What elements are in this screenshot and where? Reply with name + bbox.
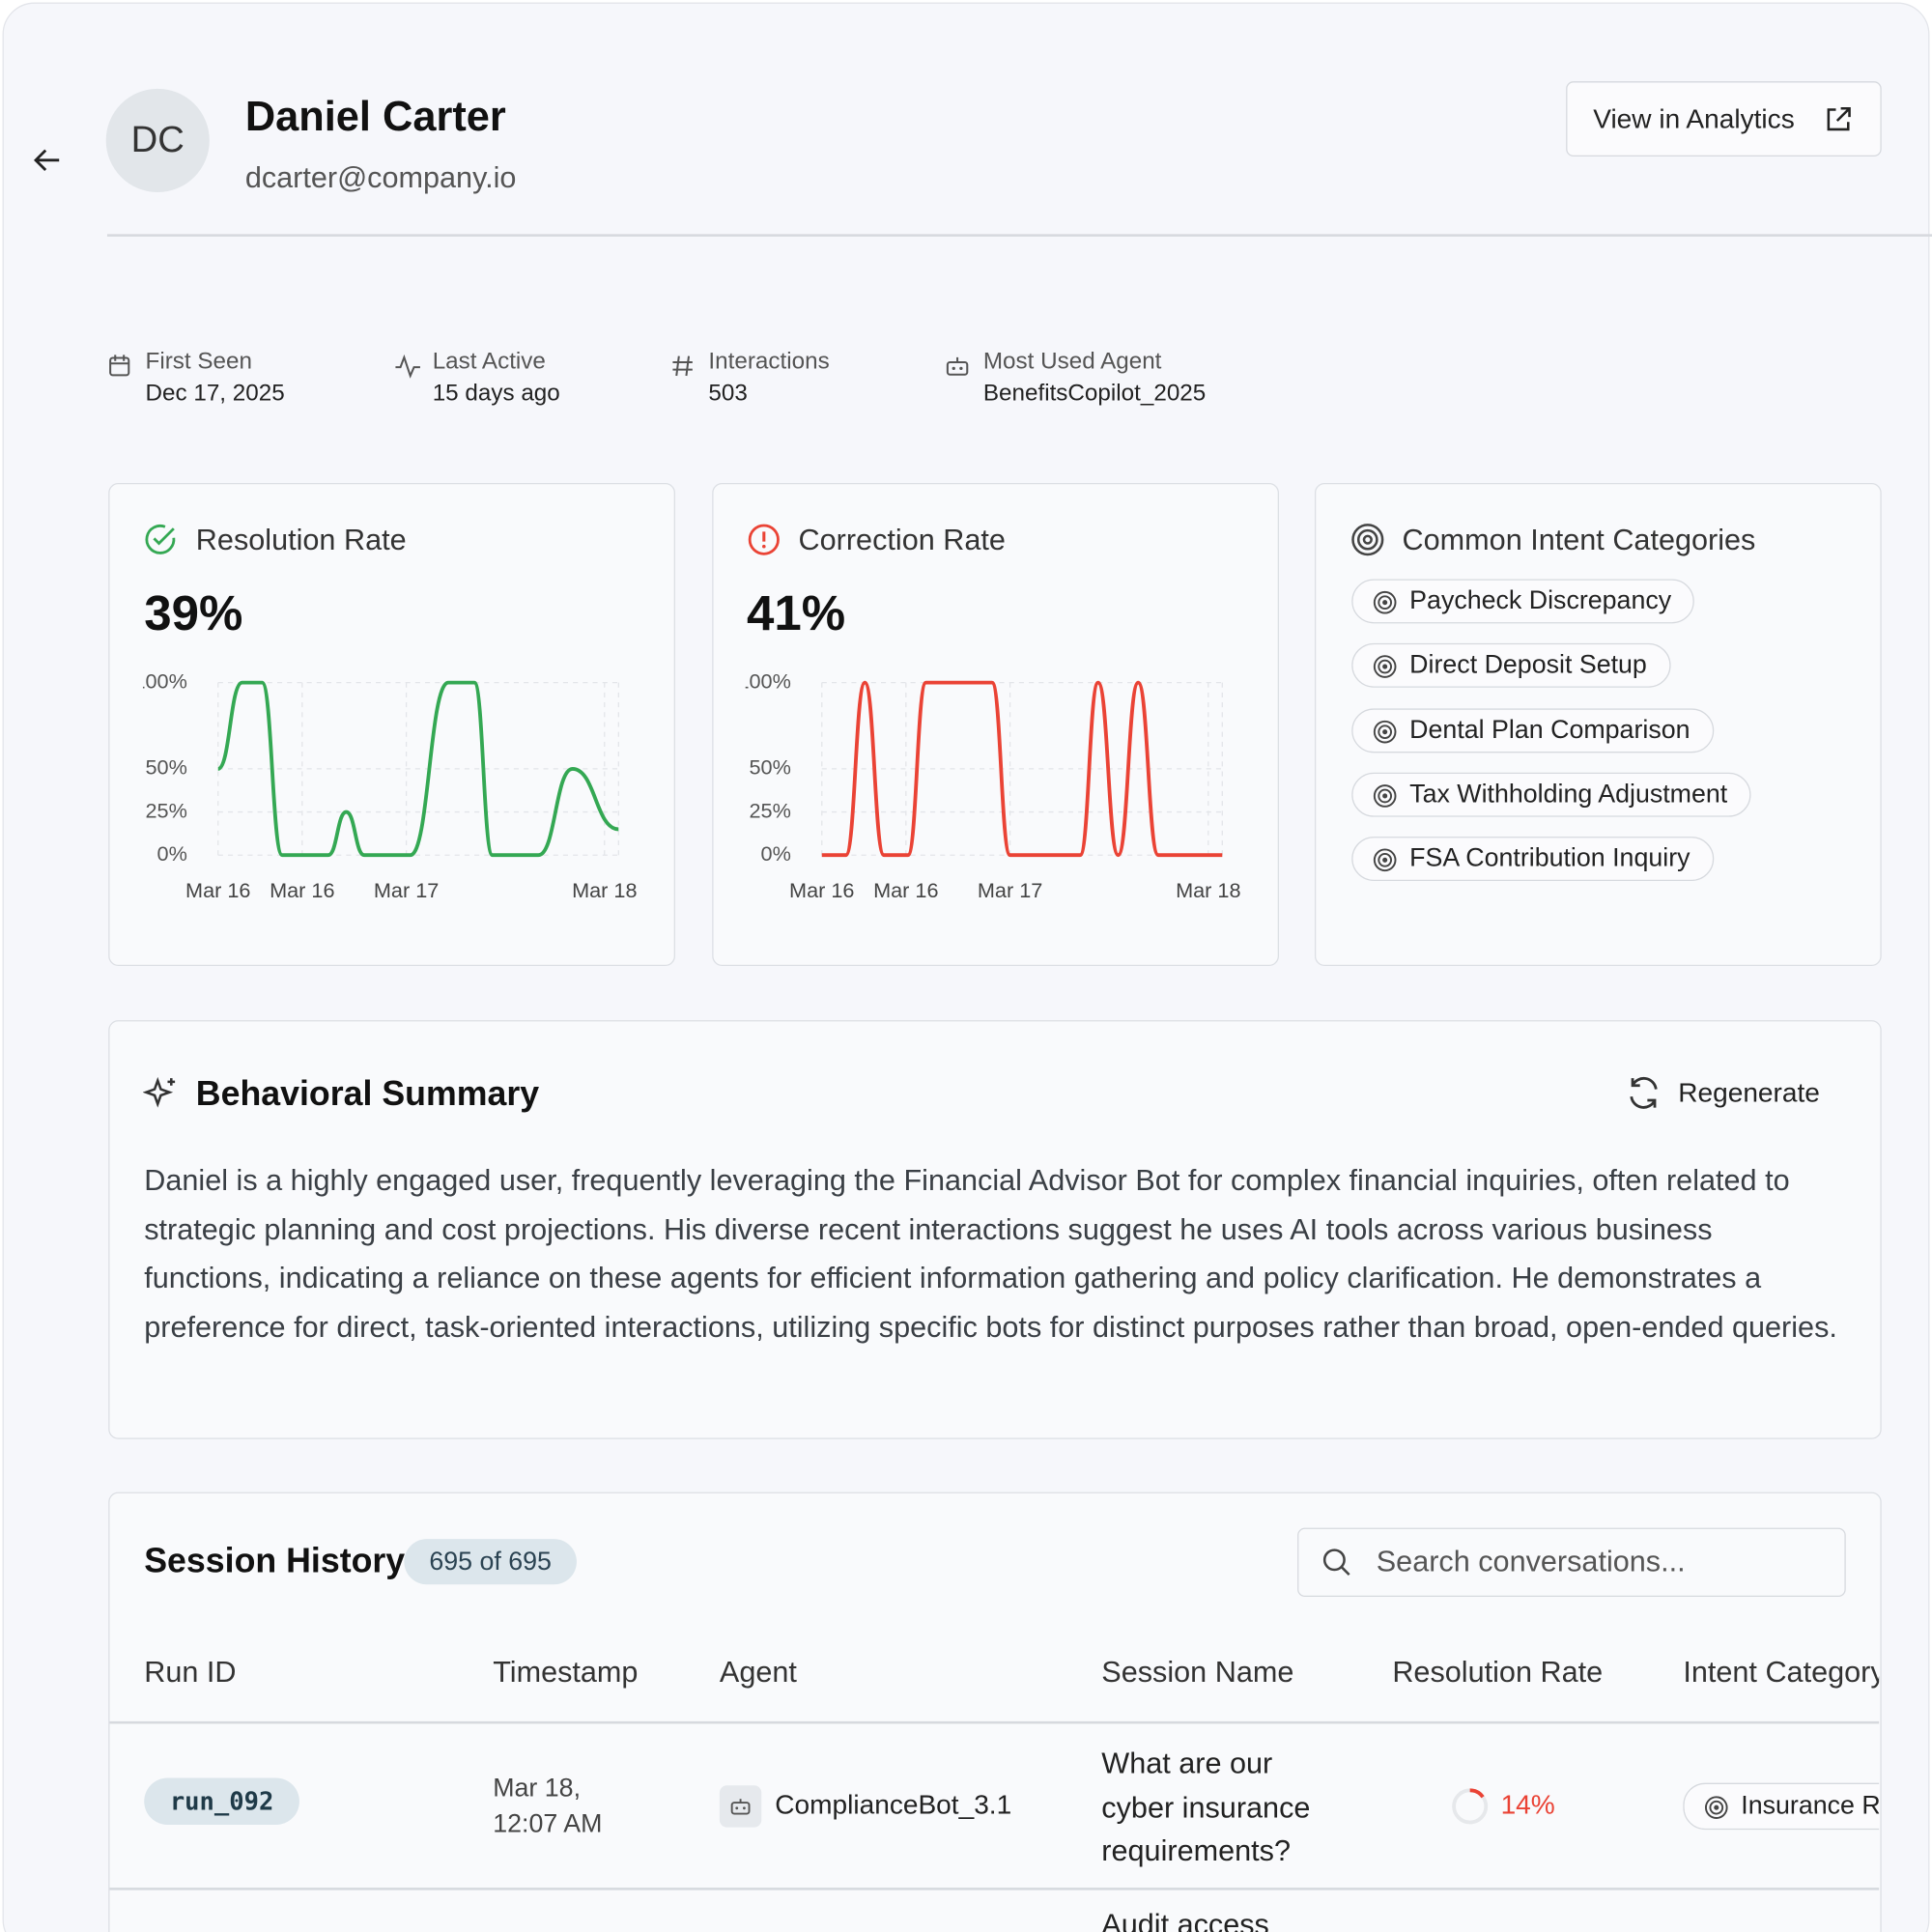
x-tick-label: Mar 18 (572, 878, 637, 902)
column-header: Resolution Rate (1392, 1656, 1604, 1690)
chart: 0% 25% 50% 100% Mar 16 Mar 16 Mar 17 Mar 18 (737, 668, 1241, 902)
y-tick-label: 0% (761, 841, 791, 866)
metric-card (712, 482, 1279, 966)
summary-text: Daniel is a highly engaged user, frequen… (144, 1164, 1837, 1345)
avatar: DC (105, 88, 210, 192)
stat-label: Interactions (708, 348, 830, 375)
sparkle-icon (142, 1076, 176, 1108)
rate-ring (1452, 1788, 1489, 1825)
y-tick-label: 25% (145, 798, 186, 822)
stat-value: Dec 17, 2025 (145, 381, 285, 407)
intent-chip: Direct Deposit Setup (1351, 643, 1671, 689)
x-tick-label: Mar 16 (185, 878, 250, 902)
card-title: Correction Rate (798, 524, 1006, 557)
count-badge: 695 of 695 (404, 1539, 577, 1585)
x-tick-label: Mar 16 (873, 878, 938, 902)
target-icon (1373, 784, 1397, 808)
stat-value: 15 days ago (432, 381, 560, 407)
column-header: Run ID (144, 1656, 237, 1690)
activity-icon (395, 354, 420, 379)
summary-title: Behavioral Summary (195, 1074, 540, 1113)
y-tick-label: 100% (737, 668, 790, 693)
summary-card (108, 1020, 1882, 1439)
y-tick-label: 50% (749, 755, 790, 780)
back-button[interactable] (32, 146, 64, 176)
row-divider (109, 1720, 1880, 1723)
intent-chip: Insurance R (1683, 1782, 1880, 1831)
metric-value: 39% (144, 586, 243, 641)
user-name: Daniel Carter (244, 93, 506, 141)
intent-label: Tax Withholding Adjustment (1409, 780, 1728, 809)
search-box[interactable]: Search conversations... (1297, 1527, 1846, 1598)
y-tick-label: 50% (145, 755, 186, 780)
regenerate-button[interactable]: Regenerate (1678, 1076, 1820, 1108)
analytics-button[interactable]: View in Analytics (1566, 81, 1882, 156)
agent-icon (719, 1785, 762, 1828)
target-icon (1704, 1796, 1728, 1819)
session-name: Audit access (1101, 1908, 1269, 1932)
stat-label: Most Used Agent (982, 348, 1162, 375)
session-title: Session History (144, 1541, 406, 1580)
intent-label: Direct Deposit Setup (1409, 650, 1647, 680)
card-title: Resolution Rate (195, 524, 407, 557)
intent-chip: Dental Plan Comparison (1351, 707, 1714, 753)
y-tick-label: 25% (749, 798, 790, 822)
intent-label: Dental Plan Comparison (1409, 715, 1690, 744)
external-icon (1827, 106, 1851, 131)
row-divider (109, 1888, 1880, 1889)
x-tick-label: Mar 16 (270, 878, 334, 902)
agent-name: ComplianceBot_3.1 (775, 1789, 1012, 1820)
resolution-rate: 14% (1500, 1789, 1555, 1820)
metric-card (108, 482, 675, 966)
check-icon (145, 524, 176, 554)
button-label: View in Analytics (1593, 103, 1795, 135)
y-tick-label: 0% (157, 841, 187, 866)
search-icon (1322, 1548, 1350, 1577)
stat-value: BenefitsCopilot_2025 (982, 381, 1207, 407)
column-header: Agent (719, 1656, 797, 1690)
x-tick-label: Mar 17 (978, 878, 1042, 902)
target-icon (1373, 590, 1397, 614)
intent-label: Insurance R (1741, 1791, 1880, 1820)
line-series (216, 680, 619, 858)
calendar-icon (109, 355, 130, 377)
x-tick-label: Mar 18 (1176, 878, 1240, 902)
x-tick-label: Mar 16 (789, 878, 854, 902)
table: Run ID Timestamp Agent Session Name Reso… (109, 1656, 1880, 1932)
intent-chip: Paycheck Discrepancy (1351, 579, 1695, 624)
column-header: Timestamp (493, 1656, 639, 1690)
intent-chip: Tax Withholding Adjustment (1351, 772, 1751, 817)
search-placeholder: Search conversations... (1376, 1545, 1686, 1578)
target-icon (1351, 524, 1384, 556)
x-tick-label: Mar 17 (374, 878, 439, 902)
hash-icon (672, 355, 693, 377)
divider (106, 234, 1932, 237)
card-title: Common Intent Categories (1402, 524, 1756, 557)
run-id[interactable]: run_092 (144, 1777, 299, 1826)
target-icon (1373, 720, 1397, 743)
user-email: dcarter@company.io (244, 161, 517, 195)
intent-chip: FSA Contribution Inquiry (1351, 837, 1714, 882)
session-name: What are our cyber insurance requirement… (1101, 1747, 1311, 1868)
column-header: Intent Category (1683, 1656, 1880, 1690)
intent-label: FSA Contribution Inquiry (1409, 843, 1690, 873)
timestamp: Mar 18, 12:07 AM (493, 1774, 603, 1839)
y-tick-label: 100% (133, 668, 186, 693)
stat-value: 503 (708, 381, 748, 407)
refresh-icon[interactable] (1627, 1076, 1662, 1111)
target-icon (1373, 848, 1397, 872)
stat-label: Last Active (432, 348, 546, 375)
intent-label: Paycheck Discrepancy (1409, 586, 1672, 615)
target-icon (1373, 655, 1397, 679)
metric-value: 41% (746, 586, 846, 641)
alert-icon (748, 524, 780, 555)
chart: 0% 25% 50% 100% Mar 16 Mar 16 Mar 17 Mar 18 (133, 668, 638, 902)
bot-icon (946, 356, 969, 376)
stat-label: First Seen (145, 348, 252, 375)
column-header: Session Name (1101, 1656, 1294, 1690)
line-series (821, 680, 1223, 858)
